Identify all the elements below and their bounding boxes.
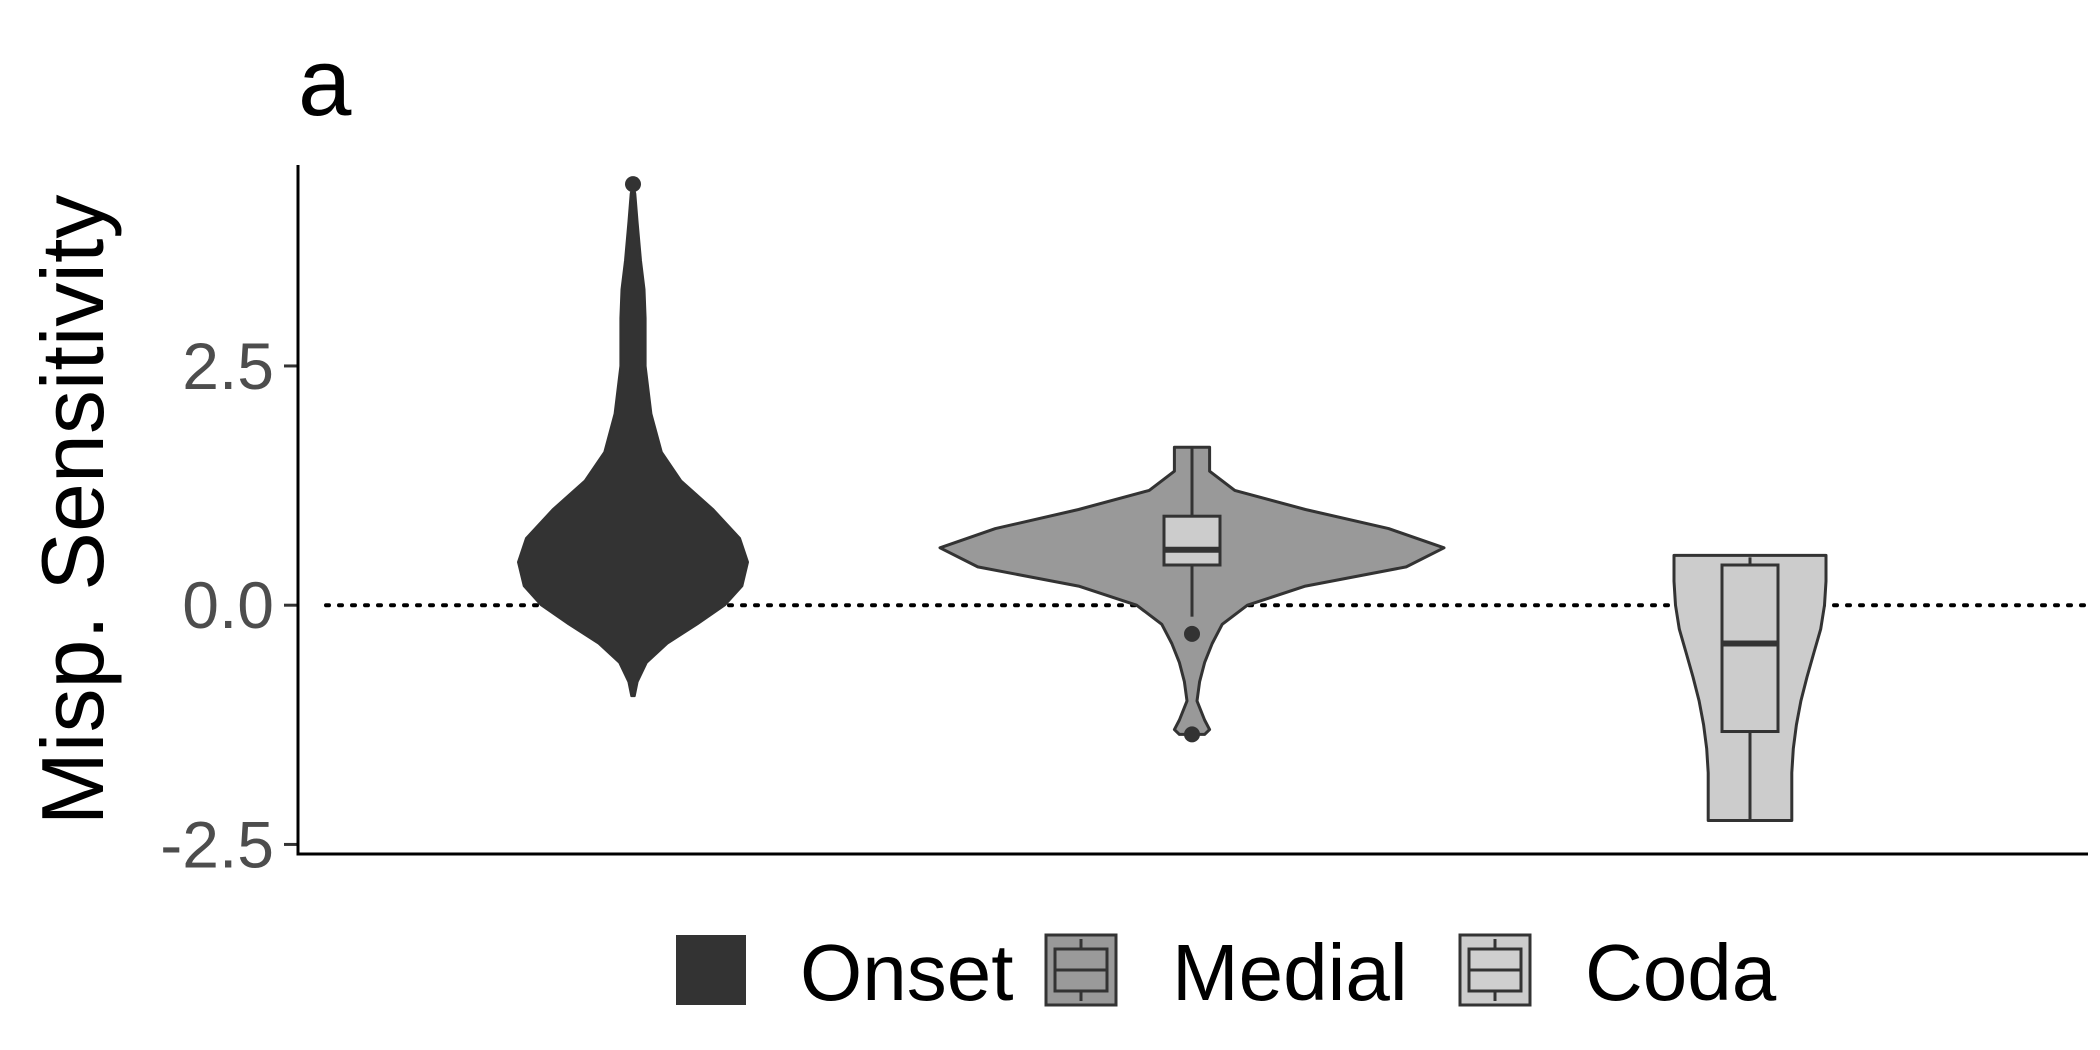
outlier-point	[1184, 625, 1200, 642]
y-tick-label: 2.5	[182, 329, 274, 403]
violin-group	[517, 176, 1828, 822]
outlier-point	[625, 176, 641, 193]
outlier-point	[1184, 726, 1200, 743]
legend-label: Medial	[1172, 928, 1408, 1017]
y-axis-title: Misp. Sensitivity	[23, 195, 122, 826]
y-axis-ticks: 2.5 0.0 -2.5	[160, 329, 298, 881]
legend-key	[676, 935, 746, 1005]
violin-coda	[1672, 553, 1828, 822]
panel-tag: a	[298, 29, 352, 136]
legend-label: Coda	[1585, 928, 1777, 1017]
violin-medial	[938, 445, 1446, 743]
legend-item-medial: Medial	[1044, 928, 1408, 1017]
box-iqr	[1720, 563, 1780, 734]
legend-item-coda: Coda	[1458, 928, 1777, 1017]
legend-label: Onset	[800, 928, 1013, 1017]
legend: Onset Medial Coda	[676, 928, 1777, 1017]
box-iqr	[1162, 514, 1222, 567]
violin-body	[517, 183, 749, 698]
violin-body	[1672, 553, 1828, 822]
y-tick-label: -2.5	[160, 807, 274, 881]
y-tick-label: 0.0	[182, 568, 274, 642]
legend-item-onset: Onset	[676, 928, 1013, 1017]
violin-onset	[517, 176, 749, 698]
